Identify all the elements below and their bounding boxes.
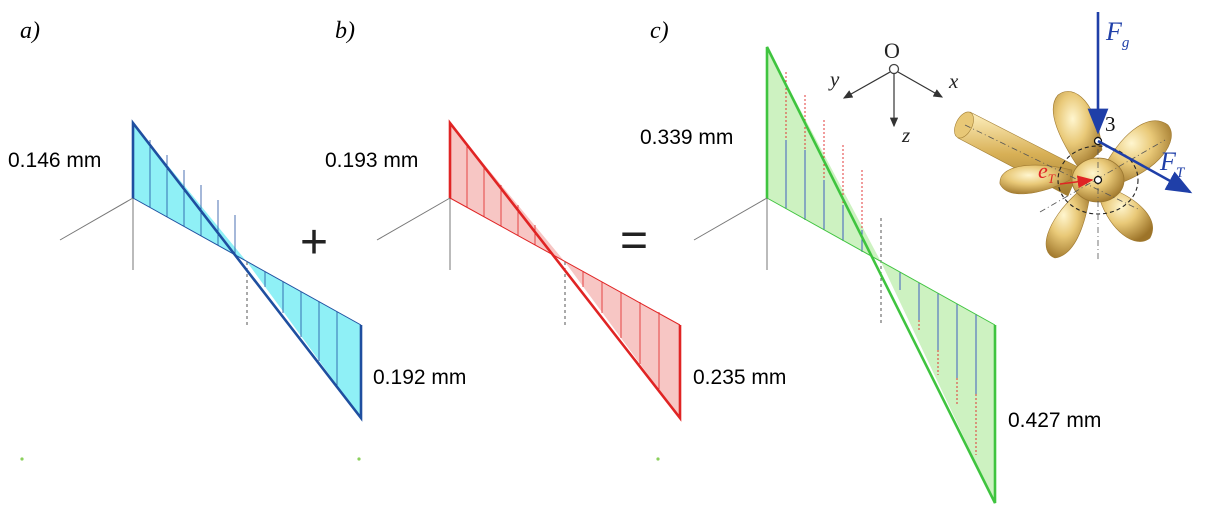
- diagram-outline: [131, 119, 363, 422]
- force-t-label: FT: [1159, 147, 1186, 181]
- panel-b: b) 0.193 mm 0.235 mm: [325, 18, 786, 461]
- hatch-lines-red: [785, 72, 977, 455]
- green-dot: [656, 457, 660, 461]
- oblique-axis: [693, 197, 768, 241]
- x-axis-label: x: [948, 69, 959, 93]
- propeller-blade: [1045, 191, 1091, 259]
- baseline: [766, 197, 996, 326]
- origin-label: O: [884, 38, 900, 63]
- force-g-label: Fg: [1105, 17, 1130, 51]
- origin-point: [888, 63, 900, 75]
- z-axis-label: z: [901, 123, 910, 147]
- diagram-outline: [765, 46, 997, 504]
- eccentricity-label: eT: [1038, 158, 1056, 186]
- value-right: 0.427 mm: [1008, 409, 1101, 432]
- propeller-blade: [1104, 120, 1172, 186]
- hatch-lines-blue: [785, 140, 977, 394]
- plus-sign: +: [300, 216, 328, 269]
- panel-a-label: a): [20, 18, 40, 44]
- value-left: 0.146 mm: [8, 149, 101, 172]
- oblique-axis: [376, 197, 451, 241]
- baseline: [449, 197, 681, 326]
- propeller-blade: [1099, 187, 1153, 242]
- propeller-illustration: Fg 3 FT eT: [954, 12, 1193, 262]
- propeller-blade: [999, 164, 1073, 195]
- green-dot: [20, 457, 24, 461]
- shaft-end: [954, 111, 974, 139]
- panel-c: c): [640, 18, 1101, 504]
- upper-triangle: [767, 47, 881, 262]
- green-dot: [357, 457, 361, 461]
- oblique-axis: [59, 197, 134, 241]
- eccentricity-arrow: [1059, 175, 1094, 189]
- equals-sign: =: [620, 214, 648, 267]
- panel-c-label: c): [650, 18, 669, 44]
- lower-triangle: [565, 262, 680, 418]
- x-axis: [897, 71, 944, 98]
- value-left: 0.193 mm: [325, 149, 418, 172]
- blade-centerline: [1039, 139, 1166, 213]
- lower-triangle: [881, 262, 995, 503]
- baseline: [132, 197, 362, 326]
- value-right: 0.192 mm: [373, 366, 466, 389]
- upper-triangle: [450, 123, 565, 262]
- panel-b-label: b): [335, 18, 355, 44]
- point-3-label: 3: [1105, 112, 1116, 136]
- value-left: 0.339 mm: [640, 126, 733, 149]
- coordinate-axes: O y x z: [828, 38, 959, 147]
- thrust-force-arrow: [1097, 139, 1193, 194]
- y-axis-label: y: [828, 67, 840, 91]
- panel-a: a) 0.146 mm 0.192 mm: [8, 18, 466, 461]
- diagram-outline: [448, 119, 682, 422]
- hub-center-point: [1093, 175, 1103, 185]
- y-axis: [842, 71, 891, 99]
- value-right: 0.235 mm: [693, 366, 786, 389]
